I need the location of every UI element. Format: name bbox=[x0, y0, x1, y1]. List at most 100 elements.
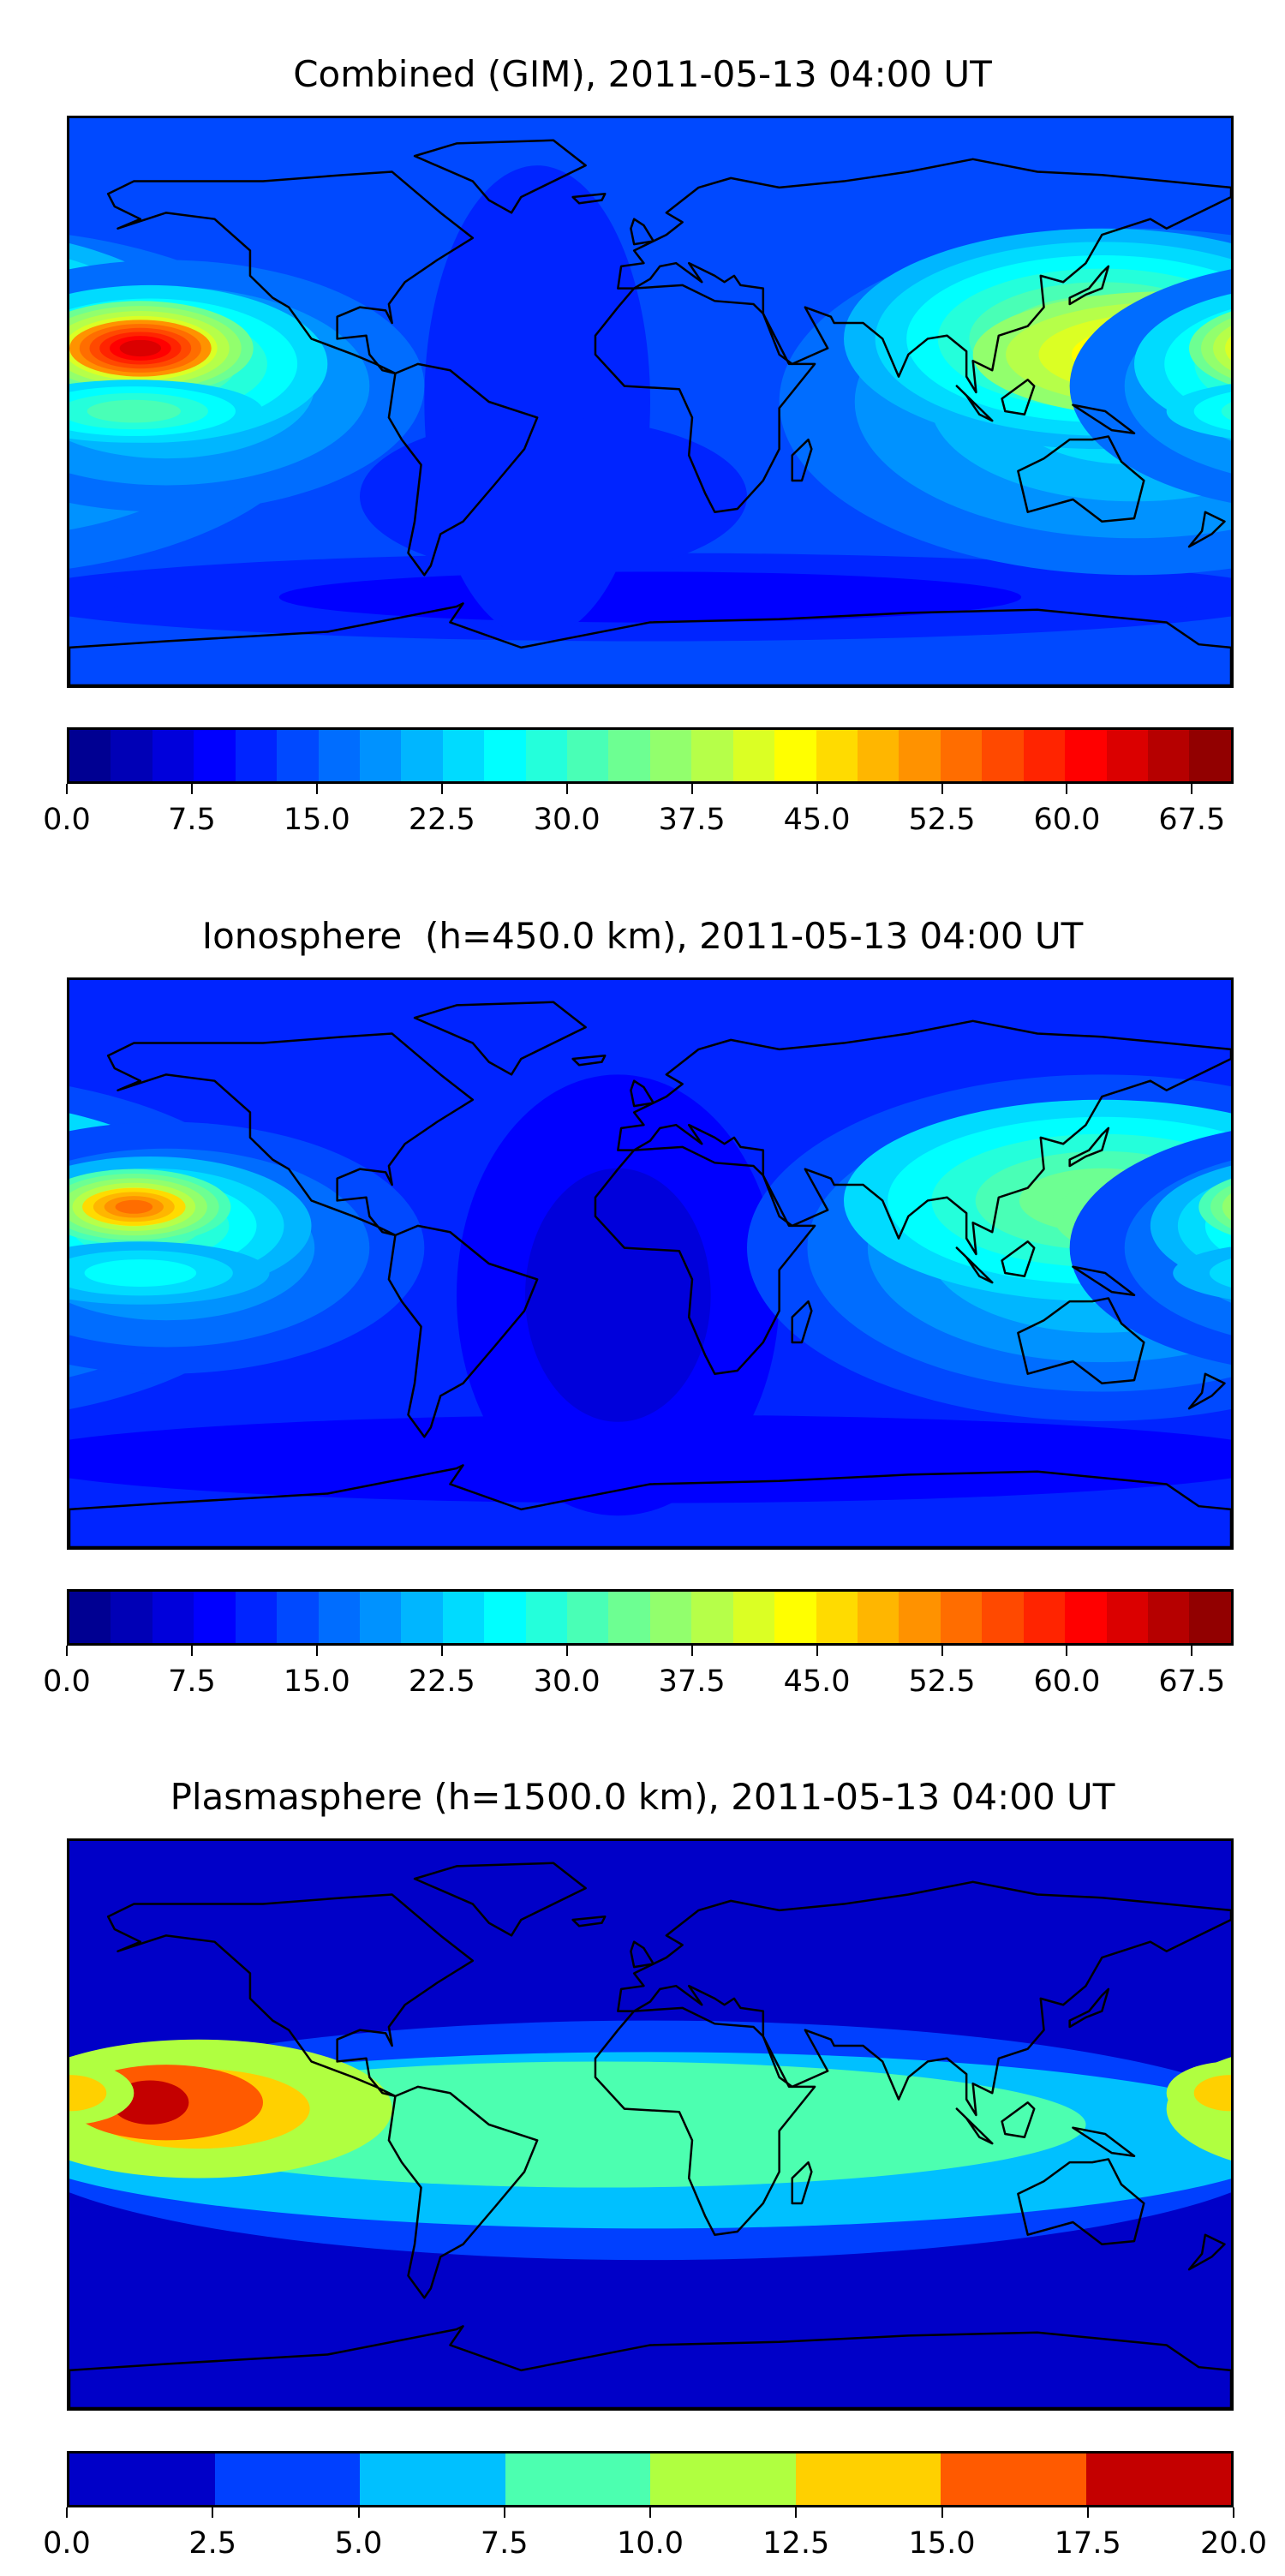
colorbar-level-4 bbox=[235, 1592, 278, 1643]
colorbar-level-27 bbox=[1189, 730, 1231, 781]
colorbar-tick bbox=[66, 784, 68, 794]
colorbar-level-22 bbox=[982, 730, 1024, 781]
contour-level-25 bbox=[119, 339, 162, 357]
colorbar-tick-label: 7.5 bbox=[168, 803, 216, 837]
colorbar-level-21 bbox=[940, 1592, 983, 1643]
contour-level-4 bbox=[360, 417, 747, 576]
coastline-iceland bbox=[573, 194, 606, 203]
coastline-antarctica bbox=[69, 1465, 1231, 1547]
colorbar-level-23 bbox=[1023, 1592, 1066, 1643]
coastline-eurasia bbox=[618, 1021, 1231, 1254]
colorbar-level-5 bbox=[795, 2453, 941, 2505]
colorbar-level-20 bbox=[899, 1592, 941, 1643]
colorbar-level-21 bbox=[940, 730, 983, 781]
panel-1-heatmap bbox=[69, 118, 1231, 685]
panel-2-heatmap bbox=[69, 980, 1231, 1547]
colorbar-tick-label: 45.0 bbox=[783, 803, 851, 837]
panel-1-colorbar-ticks: 0.0 7.5 15.0 22.5 30.0 37.5 45.0 52.5 60.0 67.5 bbox=[43, 784, 1234, 852]
coastline-antarctica bbox=[69, 2326, 1231, 2408]
coastline-samerica bbox=[389, 1226, 537, 1437]
coastline-sumatra bbox=[957, 2109, 992, 2143]
colorbar-tick-label: 15.0 bbox=[283, 1665, 350, 1699]
panel-3-colorbar bbox=[67, 2451, 1234, 2507]
colorbar-level-20 bbox=[899, 730, 941, 781]
contour-level-3 bbox=[69, 1439, 134, 1479]
colorbar-level-17 bbox=[774, 1592, 816, 1643]
colorbar-tick-label: 0.0 bbox=[43, 1665, 91, 1699]
coastline-samerica bbox=[389, 364, 537, 575]
contour-level-9 bbox=[1209, 1258, 1231, 1288]
colorbar-level-23 bbox=[1023, 730, 1066, 781]
colorbar-tick-label: 22.5 bbox=[408, 1665, 475, 1699]
colorbar-tick-label: 52.5 bbox=[908, 1665, 976, 1699]
colorbar-level-22 bbox=[982, 1592, 1024, 1643]
colorbar-tick bbox=[690, 784, 693, 794]
coastline-australia bbox=[1018, 436, 1144, 521]
colorbar-tick bbox=[440, 784, 443, 794]
colorbar-level-12 bbox=[567, 1592, 609, 1643]
colorbar-level-2 bbox=[152, 1592, 194, 1643]
colorbar-level-24 bbox=[1065, 730, 1107, 781]
colorbar-tick-label: 30.0 bbox=[533, 803, 601, 837]
colorbar-tick bbox=[941, 2507, 943, 2518]
colorbar-tick bbox=[190, 1646, 193, 1656]
colorbar-level-6 bbox=[941, 2453, 1086, 2505]
contour-level-3 bbox=[1166, 1439, 1231, 1479]
coastline-samerica bbox=[389, 2087, 537, 2298]
panel-2-colorbar-ticks: 0.0 7.5 15.0 22.5 30.0 37.5 45.0 52.5 60.0 67.5 bbox=[43, 1646, 1234, 1714]
colorbar-tick-label: 10.0 bbox=[617, 2526, 684, 2561]
colorbar-tick-label: 7.5 bbox=[168, 1665, 216, 1699]
colorbar-tick-label: 22.5 bbox=[408, 803, 475, 837]
coastline-newguinea bbox=[1073, 1267, 1134, 1295]
colorbar-level-3 bbox=[194, 730, 236, 781]
coastline-newzealand bbox=[1189, 512, 1224, 547]
coastline-greenland bbox=[415, 1863, 586, 1936]
contour-level-2 bbox=[525, 1168, 711, 1422]
colorbar-level-1 bbox=[111, 730, 152, 781]
contour-level-5 bbox=[69, 2075, 107, 2112]
colorbar-level-11 bbox=[525, 1592, 568, 1643]
colorbar-tick bbox=[1191, 784, 1193, 794]
colorbar-tick bbox=[649, 2507, 651, 2518]
colorbar-level-3 bbox=[505, 2453, 650, 2505]
coastline-borneo bbox=[1002, 380, 1035, 414]
colorbar-tick-label: 7.5 bbox=[480, 2526, 529, 2561]
colorbar-level-9 bbox=[442, 730, 485, 781]
colorbar-level-25 bbox=[1106, 730, 1148, 781]
colorbar-level-1 bbox=[111, 1592, 152, 1643]
colorbar-tick-label: 17.5 bbox=[1054, 2526, 1121, 2561]
coastline-newguinea bbox=[1073, 2128, 1134, 2156]
colorbar-level-2 bbox=[360, 2453, 505, 2505]
colorbar-tick bbox=[1066, 784, 1068, 794]
contour-level-16 bbox=[1225, 336, 1231, 361]
contour-level-10 bbox=[1193, 391, 1231, 431]
coastline-iceland bbox=[573, 1055, 606, 1065]
colorbar-tick-label: 20.0 bbox=[1200, 2526, 1267, 2561]
colorbar-tick bbox=[1066, 1646, 1068, 1656]
colorbar-tick-label: 52.5 bbox=[908, 803, 976, 837]
colorbar-level-5 bbox=[277, 1592, 319, 1643]
colorbar-tick-label: 45.0 bbox=[783, 1665, 851, 1699]
colorbar-tick bbox=[66, 1646, 68, 1656]
coastline-iceland bbox=[573, 1916, 606, 1926]
colorbar-level-2 bbox=[152, 730, 194, 781]
colorbar-tick-label: 0.0 bbox=[43, 2526, 91, 2561]
colorbar-level-18 bbox=[816, 730, 858, 781]
panel-2-colorbar bbox=[67, 1589, 1234, 1646]
coastline-africa bbox=[595, 285, 815, 512]
panel-1-title: Combined (GIM), 2011-05-13 04:00 UT bbox=[293, 53, 992, 95]
colorbar-level-8 bbox=[401, 730, 443, 781]
colorbar-tick-label: 0.0 bbox=[43, 803, 91, 837]
coastline-namerica bbox=[108, 172, 473, 374]
colorbar-level-27 bbox=[1189, 1592, 1231, 1643]
colorbar-tick bbox=[1086, 2507, 1089, 2518]
coastline-sumatra bbox=[957, 386, 992, 421]
colorbar-level-4 bbox=[650, 2453, 796, 2505]
colorbar-tick-label: 12.5 bbox=[762, 2526, 830, 2561]
colorbar-tick bbox=[565, 784, 568, 794]
colorbar-level-11 bbox=[525, 730, 568, 781]
colorbar-level-13 bbox=[608, 730, 650, 781]
colorbar-level-10 bbox=[484, 1592, 526, 1643]
coastline-africa bbox=[595, 1147, 815, 1374]
coastline-newzealand bbox=[1189, 2235, 1224, 2269]
